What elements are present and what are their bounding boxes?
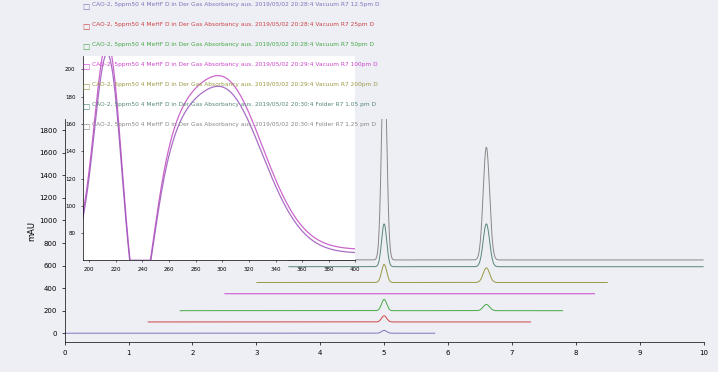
- Text: CAO-2, 5ppm50 4 MeHF D in Der Gas Absorbancy aus. 2019/05/02 20:29:4 Vacuum R7 1: CAO-2, 5ppm50 4 MeHF D in Der Gas Absorb…: [92, 62, 378, 67]
- Text: CAO-2, 5ppm50 4 MeHF D in Der Gas Absorbancy aus. 2019/05/02 20:30:4 Folder R7 1: CAO-2, 5ppm50 4 MeHF D in Der Gas Absorb…: [92, 102, 376, 107]
- Text: CAO-2, 5ppm50 4 MeHF D in Der Gas Absorbancy aus. 2019/05/02 20:28:4 Vacuum R7 1: CAO-2, 5ppm50 4 MeHF D in Der Gas Absorb…: [92, 2, 379, 7]
- Text: □: □: [83, 82, 90, 91]
- Text: CAO-2, 5ppm50 4 MeHF D in Der Gas Absorbancy aus. 2019/05/02 20:28:4 Vacuum R7 5: CAO-2, 5ppm50 4 MeHF D in Der Gas Absorb…: [92, 42, 374, 47]
- Text: CAO-2, 5ppm50 4 MeHF D in Der Gas Absorbancy aus. 2019/05/02 20:29:4 Vacuum R7 2: CAO-2, 5ppm50 4 MeHF D in Der Gas Absorb…: [92, 82, 378, 87]
- Y-axis label: mAU: mAU: [27, 221, 36, 241]
- Text: □: □: [83, 42, 90, 51]
- Text: CAO-2, 5ppm50 4 MeHF D in Der Gas Absorbancy aus. 2019/05/02 20:30:4 Folder R7 1: CAO-2, 5ppm50 4 MeHF D in Der Gas Absorb…: [92, 122, 376, 127]
- Text: □: □: [83, 62, 90, 71]
- Text: □: □: [83, 2, 90, 11]
- Text: CAO-2, 5ppm50 4 MeHF D in Der Gas Absorbancy aus. 2019/05/02 20:28:4 Vacuum R7 2: CAO-2, 5ppm50 4 MeHF D in Der Gas Absorb…: [92, 22, 374, 27]
- Text: □: □: [83, 122, 90, 131]
- Text: □: □: [83, 102, 90, 111]
- Text: □: □: [83, 22, 90, 31]
